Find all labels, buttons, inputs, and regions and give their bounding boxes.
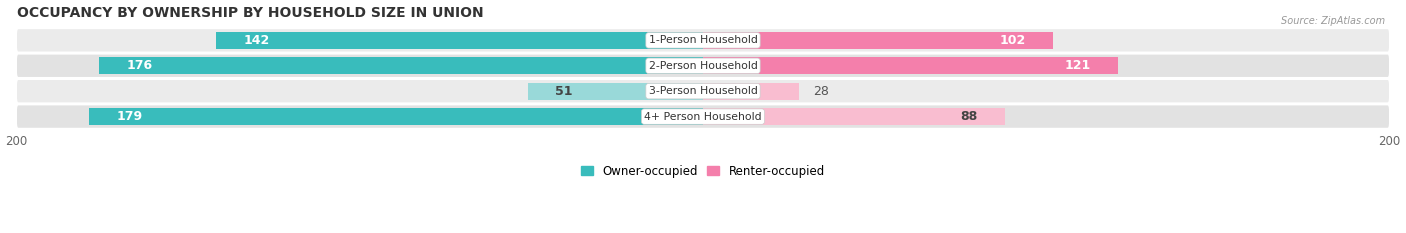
Text: 102: 102	[1000, 34, 1025, 47]
Text: 121: 121	[1064, 59, 1091, 72]
Text: 28: 28	[813, 85, 828, 98]
Text: 176: 176	[127, 59, 153, 72]
Text: Source: ZipAtlas.com: Source: ZipAtlas.com	[1281, 16, 1385, 26]
Legend: Owner-occupied, Renter-occupied: Owner-occupied, Renter-occupied	[576, 160, 830, 182]
Text: 2-Person Household: 2-Person Household	[648, 61, 758, 71]
Bar	[89, 108, 703, 125]
Text: OCCUPANCY BY OWNERSHIP BY HOUSEHOLD SIZE IN UNION: OCCUPANCY BY OWNERSHIP BY HOUSEHOLD SIZE…	[17, 6, 484, 20]
Bar	[703, 82, 799, 100]
Text: 1-Person Household: 1-Person Household	[648, 35, 758, 45]
FancyBboxPatch shape	[17, 55, 1389, 77]
Text: 4+ Person Household: 4+ Person Household	[644, 112, 762, 122]
FancyBboxPatch shape	[17, 29, 1389, 51]
Bar	[703, 57, 1118, 74]
Text: 51: 51	[555, 85, 572, 98]
Text: 88: 88	[960, 110, 977, 123]
Bar	[529, 82, 703, 100]
Text: 3-Person Household: 3-Person Household	[648, 86, 758, 96]
Bar	[98, 57, 703, 74]
Bar	[215, 32, 703, 49]
FancyBboxPatch shape	[17, 105, 1389, 128]
Text: 142: 142	[243, 34, 270, 47]
Text: 179: 179	[117, 110, 142, 123]
FancyBboxPatch shape	[17, 80, 1389, 102]
Bar	[703, 108, 1005, 125]
Bar	[703, 32, 1053, 49]
